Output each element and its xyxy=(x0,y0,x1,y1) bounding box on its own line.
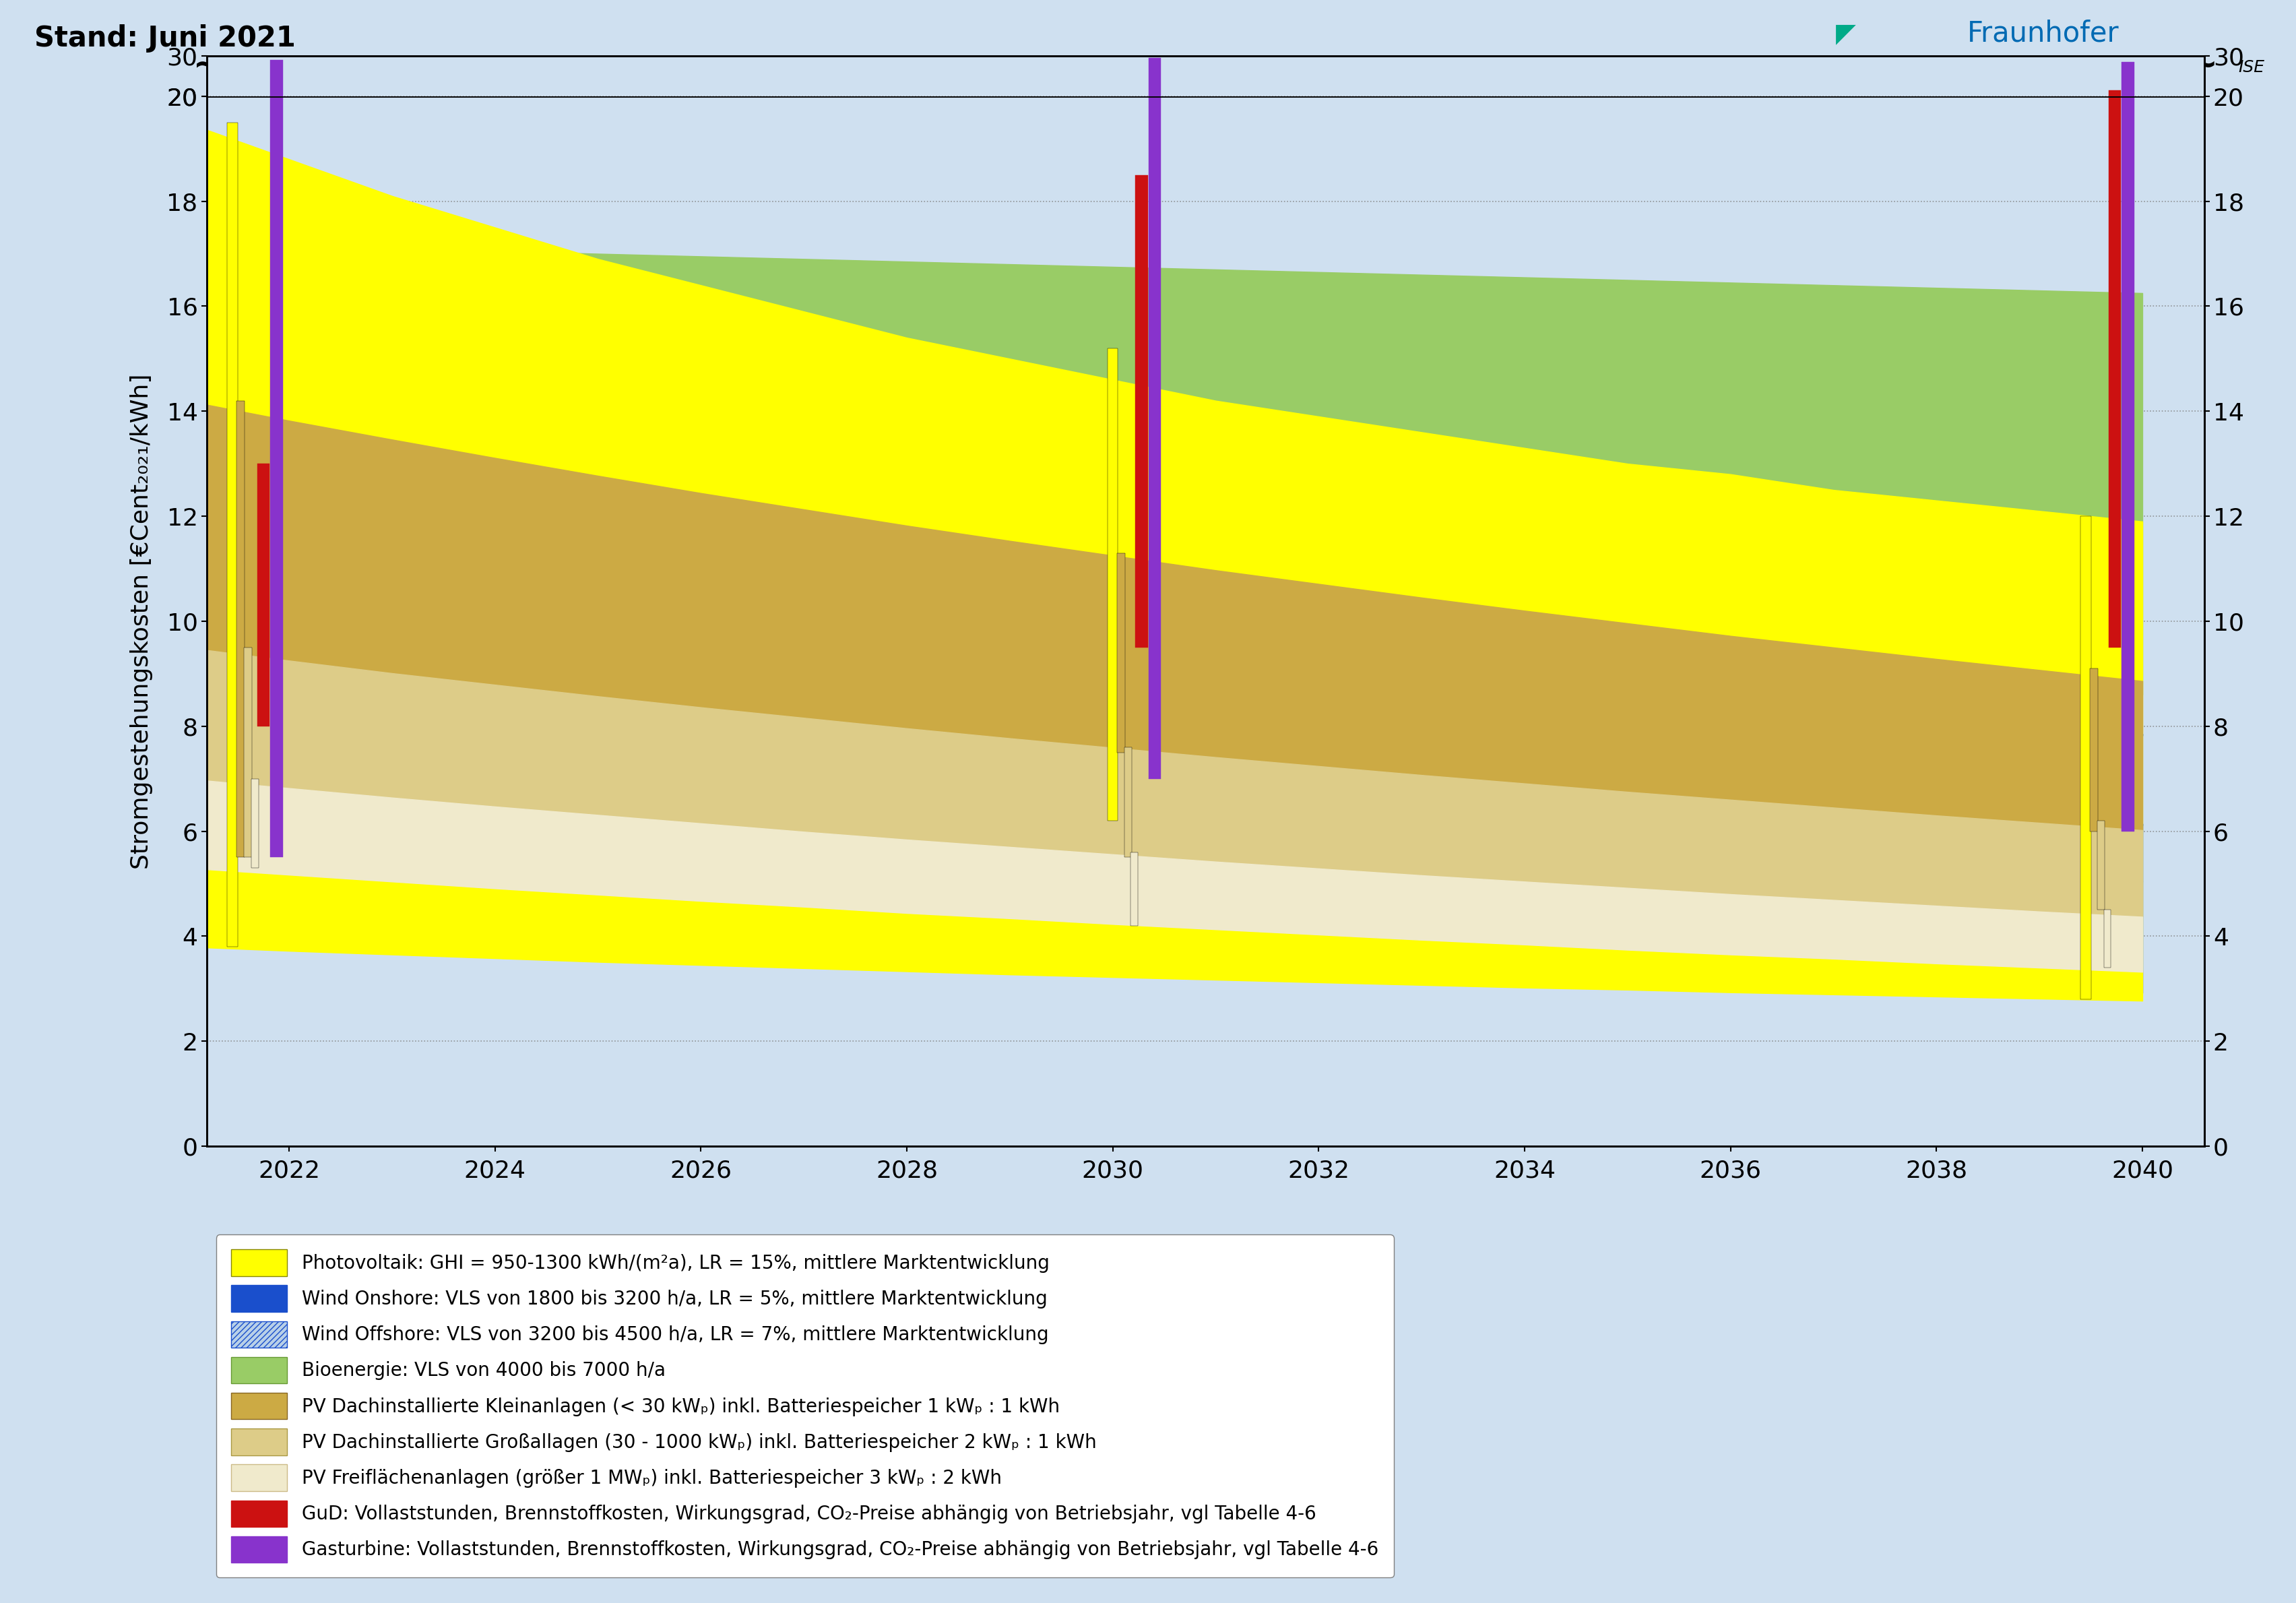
Bar xyxy=(2103,911,2110,968)
Text: Fraunhofer: Fraunhofer xyxy=(1968,19,2119,48)
Bar xyxy=(1125,747,1132,858)
Bar xyxy=(2122,63,2135,96)
Bar xyxy=(271,0,282,858)
Bar xyxy=(2108,90,2122,96)
Bar xyxy=(2089,668,2099,830)
Text: ~: ~ xyxy=(2190,50,2218,80)
Bar xyxy=(1137,175,1148,648)
Bar xyxy=(2099,821,2105,911)
Text: ~: ~ xyxy=(193,50,220,80)
Legend: Photovoltaik: GHI = 950-1300 kWh/(m²a), LR = 15%, mittlere Marktentwicklung, Win: Photovoltaik: GHI = 950-1300 kWh/(m²a), … xyxy=(216,1234,1394,1577)
Bar xyxy=(1130,853,1139,925)
Bar xyxy=(227,122,236,947)
Bar xyxy=(2108,18,2122,648)
Bar xyxy=(236,401,246,858)
Bar xyxy=(243,648,253,858)
Bar xyxy=(1148,0,1162,779)
Bar xyxy=(1107,348,1118,821)
Bar xyxy=(2122,0,2135,830)
Bar xyxy=(1148,58,1162,96)
Text: ◤: ◤ xyxy=(1837,21,1855,46)
Bar xyxy=(2080,516,2092,999)
Bar xyxy=(271,61,282,96)
Bar xyxy=(257,463,269,726)
Y-axis label: Stromgestehungskosten [€Cent₂₀₂₁/kWh]: Stromgestehungskosten [€Cent₂₀₂₁/kWh] xyxy=(131,373,152,869)
Text: Stand: Juni 2021: Stand: Juni 2021 xyxy=(34,24,296,53)
Bar xyxy=(1116,553,1125,752)
Bar xyxy=(253,779,259,867)
Text: ISE: ISE xyxy=(2239,59,2264,75)
